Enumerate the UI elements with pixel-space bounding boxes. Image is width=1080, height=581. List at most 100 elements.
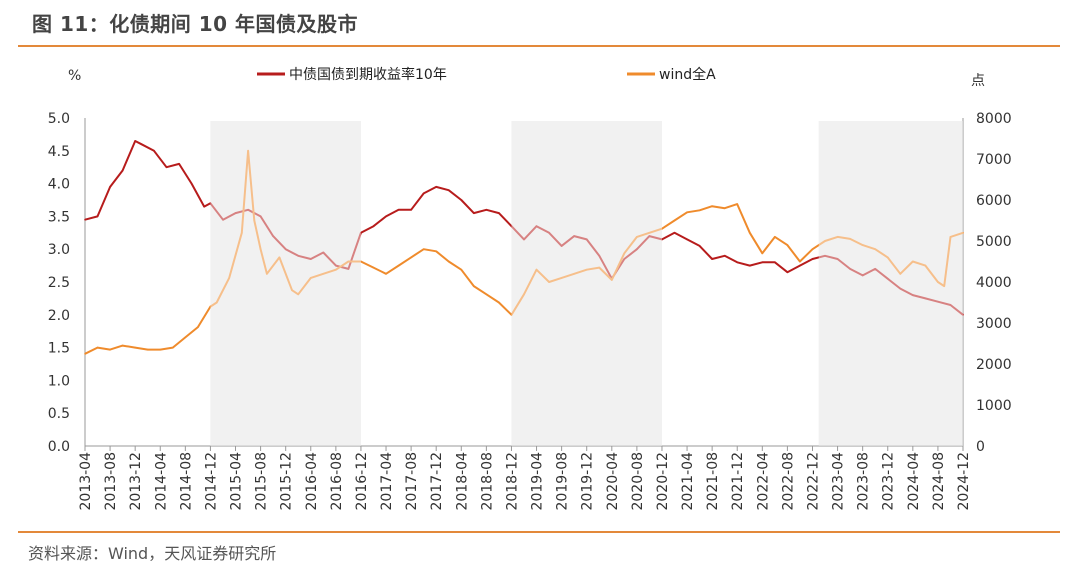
wind-all-a-point [673,219,676,222]
bond-yield-point [209,202,212,205]
bond-yield-point [836,258,839,260]
wind-all-a-point [172,346,174,349]
x-tick-label: 2018-04 [454,452,470,511]
right-axis-unit: 点 [971,73,985,89]
wind-all-a-point [422,248,425,250]
x-tick-label: 2013-08 [103,452,119,511]
bond-yield-point [811,258,814,260]
bond-yield-point [121,169,124,172]
bond-yield-point [447,189,450,191]
wind-all-a-point [648,232,651,234]
y-left-tick-label: 0.0 [48,439,70,455]
wind-all-a-point [146,348,149,351]
wind-all-a-point [253,219,256,222]
bond-yield-point [510,225,513,227]
bond-yield-point [723,255,726,257]
bond-yield-point [190,182,193,185]
y-right-tick-label: 2000 [976,357,1012,373]
bond-yield-point [498,212,500,214]
bond-yield-point [84,218,86,221]
wind-all-a-point [372,266,375,269]
wind-all-a-point [723,207,726,209]
bond-yield-point [573,235,575,237]
bond-yield-point [874,268,876,270]
wind-all-a-point [241,232,243,234]
wind-all-a-point [661,227,663,230]
wind-all-a-point [397,264,400,267]
shade-overlay [511,121,662,446]
bond-yield-point [247,209,249,211]
bond-yield-point [165,166,168,168]
bond-yield-line [84,140,964,316]
wind-all-a-point [962,232,964,234]
wind-all-a-point [228,277,230,279]
x-tick-label: 2015-12 [279,452,295,511]
x-tick-label: 2019-04 [530,452,546,511]
bond-yield-point [786,271,789,274]
y-left-tick-label: 2.0 [48,308,70,324]
x-tick-label: 2022-08 [780,452,796,511]
bond-yield-point [203,205,205,208]
bond-yield-point [435,186,438,188]
wind-all-a-point [761,252,764,255]
bond-yield-point [310,258,312,260]
wind-all-a-point [623,252,626,255]
x-tick-label: 2024-08 [931,452,947,511]
wind-all-a-point [215,301,218,304]
wind-all-a-point [799,260,801,263]
y-left-tick-label: 3.0 [48,242,70,258]
y-left-tick-label: 2.5 [48,275,70,291]
x-tick-label: 2023-04 [831,452,847,511]
x-tick-label: 2015-08 [254,452,270,511]
source-note: 资料来源：Wind，天风证券研究所 [28,544,277,563]
wind-all-a-point [184,336,187,339]
wind-all-a-point [485,293,488,296]
x-tick-label: 2023-08 [856,452,872,511]
x-tick-label: 2021-04 [680,452,696,511]
wind-all-a-point [322,273,325,275]
left-axis-unit: % [68,68,81,84]
wind-all-a-point [310,277,312,279]
axes [84,118,964,451]
bond-yield-point [899,287,902,290]
bond-yield-point [673,232,676,234]
bond-yield-point [749,264,751,267]
y-left-tick-label: 5.0 [48,111,70,127]
bond-yield-point [272,235,274,237]
wind-all-a-point [611,279,613,281]
x-tick-label: 2016-08 [329,452,345,511]
bond-yield-point [886,277,889,280]
x-tick-label: 2020-12 [655,452,671,511]
bond-yield-point [924,297,927,300]
wind-all-a-point [523,293,525,296]
wind-all-a-point [335,268,337,271]
bond-yield-point [912,294,914,296]
x-tick-label: 2021-12 [730,452,746,511]
wind-all-a-point [473,285,475,287]
wind-all-a-point [435,250,438,253]
wind-all-a-point [548,281,550,283]
bond-yield-point [623,258,626,260]
bond-yield-point [410,209,412,211]
x-tick-label: 2017-12 [429,452,445,511]
x-tick-label: 2018-08 [479,452,495,511]
wind-all-a-point [774,236,776,238]
bond-yield-point [473,212,475,214]
tick-labels: 5.0 4.5 4.0 3.5 3.0 2.5 2.0 1.5 1.0 0.5 0.0 8000 700… [48,111,1012,511]
wind-all-a-point [598,266,601,269]
x-tick-label: 2022-12 [806,452,822,511]
bond-yield-point [178,163,180,165]
bond-yield-point [385,215,387,218]
x-tick-label: 2016-04 [304,452,320,511]
bond-yield-point [259,215,262,218]
x-tick-label: 2013-12 [128,452,144,511]
bond-yield-point [485,209,488,211]
footer-divider [18,531,1060,533]
bond-yield-point [937,300,939,303]
wind-all-a-point [924,264,927,267]
wind-all-a-point [197,326,199,328]
wind-all-a-point [385,273,387,275]
wind-all-a-point [447,260,450,263]
bond-yield-point [360,232,362,234]
